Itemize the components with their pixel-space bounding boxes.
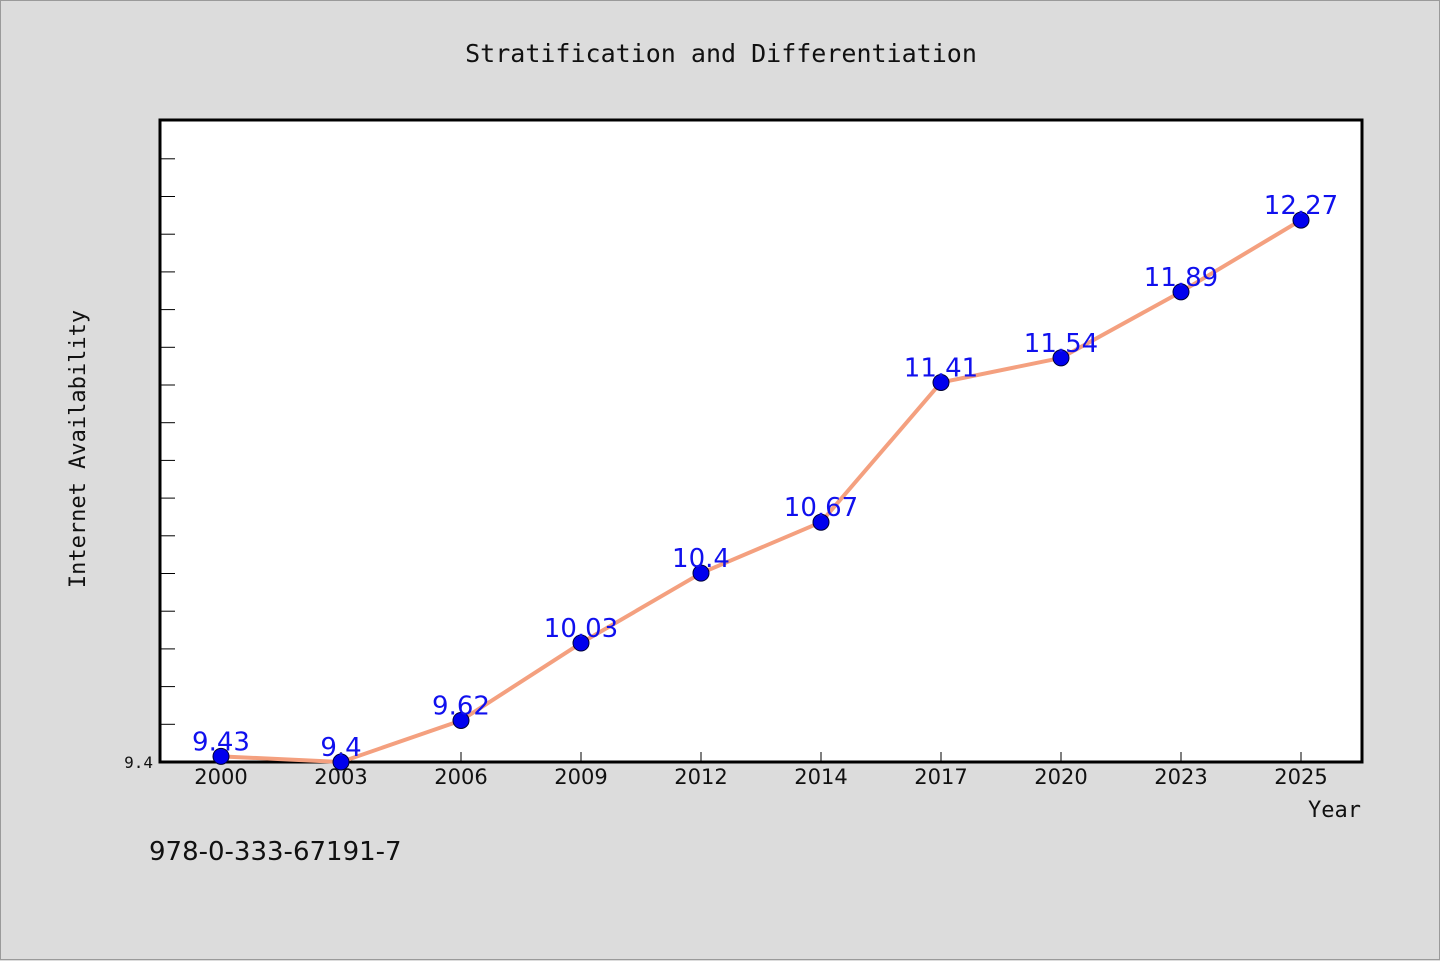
y-axis-ticks bbox=[160, 158, 175, 763]
x-tick-label: 2012 bbox=[674, 765, 727, 789]
series-line-group bbox=[219, 218, 1303, 764]
data-label: 11.41 bbox=[904, 353, 978, 383]
x-tick-label: 2020 bbox=[1034, 765, 1087, 789]
x-axis-tick-labels: 2000 2003 2006 2009 2012 2014 2017 2020 2023 2025 bbox=[194, 765, 1327, 789]
data-point bbox=[1292, 211, 1310, 229]
chart-title: Stratification and Differentiation bbox=[465, 39, 977, 68]
data-point bbox=[332, 753, 350, 771]
data-label: 12.27 bbox=[1264, 191, 1338, 221]
data-label: 11.89 bbox=[1144, 263, 1218, 293]
data-label: 10.67 bbox=[784, 493, 858, 523]
x-axis-title: Year bbox=[1308, 798, 1361, 823]
plot-area bbox=[158, 118, 1364, 764]
data-label: 9.43 bbox=[192, 727, 250, 757]
data-point bbox=[932, 373, 950, 391]
data-label: 9.4 bbox=[320, 733, 361, 763]
y-tick-label: 9.4 bbox=[124, 753, 153, 772]
data-labels: 9.43 9.4 9.62 10.03 10.4 10.67 11.41 11.54 11.89… bbox=[192, 191, 1338, 763]
data-label: 11.54 bbox=[1024, 329, 1098, 359]
data-point bbox=[452, 711, 470, 729]
data-point bbox=[812, 513, 830, 531]
x-tick-label: 2017 bbox=[914, 765, 967, 789]
y-axis-title: Internet Availability bbox=[66, 310, 91, 588]
y-axis-tick-labels: 9.4 bbox=[124, 753, 153, 772]
x-tick-label: 2023 bbox=[1154, 765, 1207, 789]
data-point bbox=[572, 634, 590, 652]
isbn-text: 978-0-333-67191-7 bbox=[149, 837, 402, 867]
data-point bbox=[1172, 283, 1190, 301]
x-tick-label: 2000 bbox=[194, 765, 247, 789]
data-point bbox=[692, 564, 710, 582]
series-line bbox=[219, 218, 1303, 764]
data-label: 9.62 bbox=[432, 691, 490, 721]
data-point bbox=[1052, 349, 1070, 367]
x-tick-label: 2009 bbox=[554, 765, 607, 789]
x-tick-label: 2006 bbox=[434, 765, 487, 789]
x-tick-label: 2025 bbox=[1274, 765, 1327, 789]
x-tick-label: 2014 bbox=[794, 765, 847, 789]
data-label: 10.03 bbox=[544, 614, 618, 644]
data-point bbox=[212, 747, 230, 765]
data-markers bbox=[212, 211, 1310, 771]
data-label: 10.4 bbox=[672, 544, 730, 574]
